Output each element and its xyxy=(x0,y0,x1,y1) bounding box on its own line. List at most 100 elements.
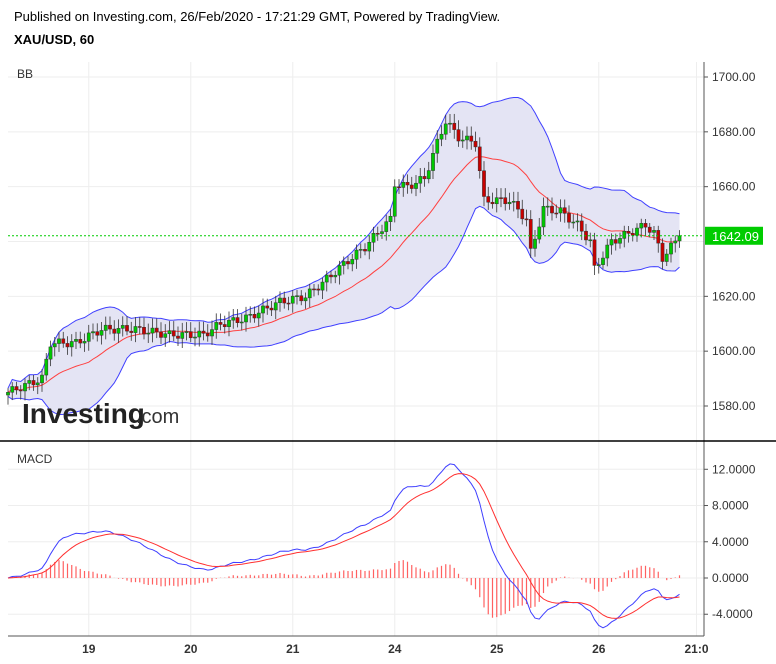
candle xyxy=(346,261,350,265)
candle xyxy=(74,339,78,342)
candle xyxy=(176,335,180,339)
candle xyxy=(354,249,359,260)
candle xyxy=(171,330,176,337)
time-tick-label: 21 xyxy=(286,642,300,656)
time-tick-label: 20 xyxy=(184,642,198,656)
candle xyxy=(239,321,244,324)
candle xyxy=(252,314,257,319)
candle xyxy=(333,274,338,278)
candle xyxy=(426,170,431,180)
candle xyxy=(214,322,219,330)
candle xyxy=(278,297,282,303)
time-tick-label: 19 xyxy=(82,642,96,656)
candle xyxy=(414,182,418,189)
candle xyxy=(465,135,469,141)
candle xyxy=(248,314,253,316)
candle xyxy=(286,302,291,305)
candle xyxy=(142,326,146,335)
candle xyxy=(371,233,376,243)
candle xyxy=(154,327,159,333)
candle xyxy=(227,319,231,328)
candle xyxy=(108,324,112,330)
price-tick-label: 1680.00 xyxy=(712,125,756,139)
candle xyxy=(244,314,248,323)
candle xyxy=(579,220,584,232)
candle xyxy=(14,386,19,391)
candle xyxy=(401,181,406,188)
candle xyxy=(10,386,15,393)
candle xyxy=(193,336,197,339)
candle xyxy=(405,181,410,186)
candle xyxy=(201,330,206,334)
price-tick-label: 1700.00 xyxy=(712,70,756,84)
candle xyxy=(112,328,117,334)
candle xyxy=(163,333,168,338)
candle xyxy=(184,331,189,333)
bollinger-basis xyxy=(7,156,680,393)
candle xyxy=(503,197,508,205)
macd-tick-label: 0.0000 xyxy=(712,571,749,585)
candle xyxy=(469,135,474,142)
candle xyxy=(235,317,240,323)
candle xyxy=(482,170,486,197)
candle xyxy=(27,380,32,384)
candle xyxy=(65,343,70,348)
candle xyxy=(486,196,491,203)
candle xyxy=(337,265,342,276)
candle xyxy=(477,146,482,172)
candle xyxy=(159,331,163,338)
candle xyxy=(282,297,287,304)
candle xyxy=(231,317,236,321)
candle xyxy=(613,239,618,244)
candle xyxy=(78,339,83,344)
candle xyxy=(439,133,444,140)
time-tick-label: 25 xyxy=(490,642,504,656)
candle xyxy=(197,330,202,338)
candle xyxy=(618,238,622,244)
candle xyxy=(316,288,321,291)
candle xyxy=(307,288,312,299)
macd-tick-label: -4.0000 xyxy=(712,607,753,621)
candle xyxy=(460,139,465,142)
candle xyxy=(129,330,134,333)
candle xyxy=(448,122,452,125)
candle xyxy=(125,325,129,332)
candle xyxy=(146,332,151,335)
candle xyxy=(350,259,355,265)
candle xyxy=(295,295,299,297)
candle xyxy=(167,330,172,335)
candle xyxy=(528,219,533,249)
candle xyxy=(265,305,270,309)
candle xyxy=(431,153,435,171)
macd-pane-title: MACD xyxy=(17,452,53,466)
candle xyxy=(669,242,673,255)
candle xyxy=(23,383,27,392)
last-price-label: 1642.09 xyxy=(712,229,759,244)
candle xyxy=(630,233,635,236)
candle xyxy=(443,123,448,135)
candle xyxy=(558,207,563,214)
candle xyxy=(133,326,138,333)
candle xyxy=(392,186,397,217)
candle xyxy=(639,223,644,229)
candle xyxy=(677,235,682,242)
candle xyxy=(31,380,36,386)
candle xyxy=(673,240,678,244)
candle xyxy=(643,223,648,228)
price-tick-label: 1580.00 xyxy=(712,399,756,413)
candle xyxy=(290,295,295,304)
candle xyxy=(635,227,639,236)
candle xyxy=(312,288,316,291)
candle xyxy=(57,338,61,344)
candle xyxy=(6,392,10,396)
candle xyxy=(490,201,495,205)
symbol-title: XAU/USD, 60 xyxy=(14,32,95,47)
candle xyxy=(329,274,333,278)
candle xyxy=(418,176,423,184)
candle xyxy=(652,230,656,233)
candle xyxy=(52,343,57,348)
candle xyxy=(596,264,601,266)
macd-line xyxy=(7,463,680,629)
macd-tick-label: 12.0000 xyxy=(712,462,756,476)
